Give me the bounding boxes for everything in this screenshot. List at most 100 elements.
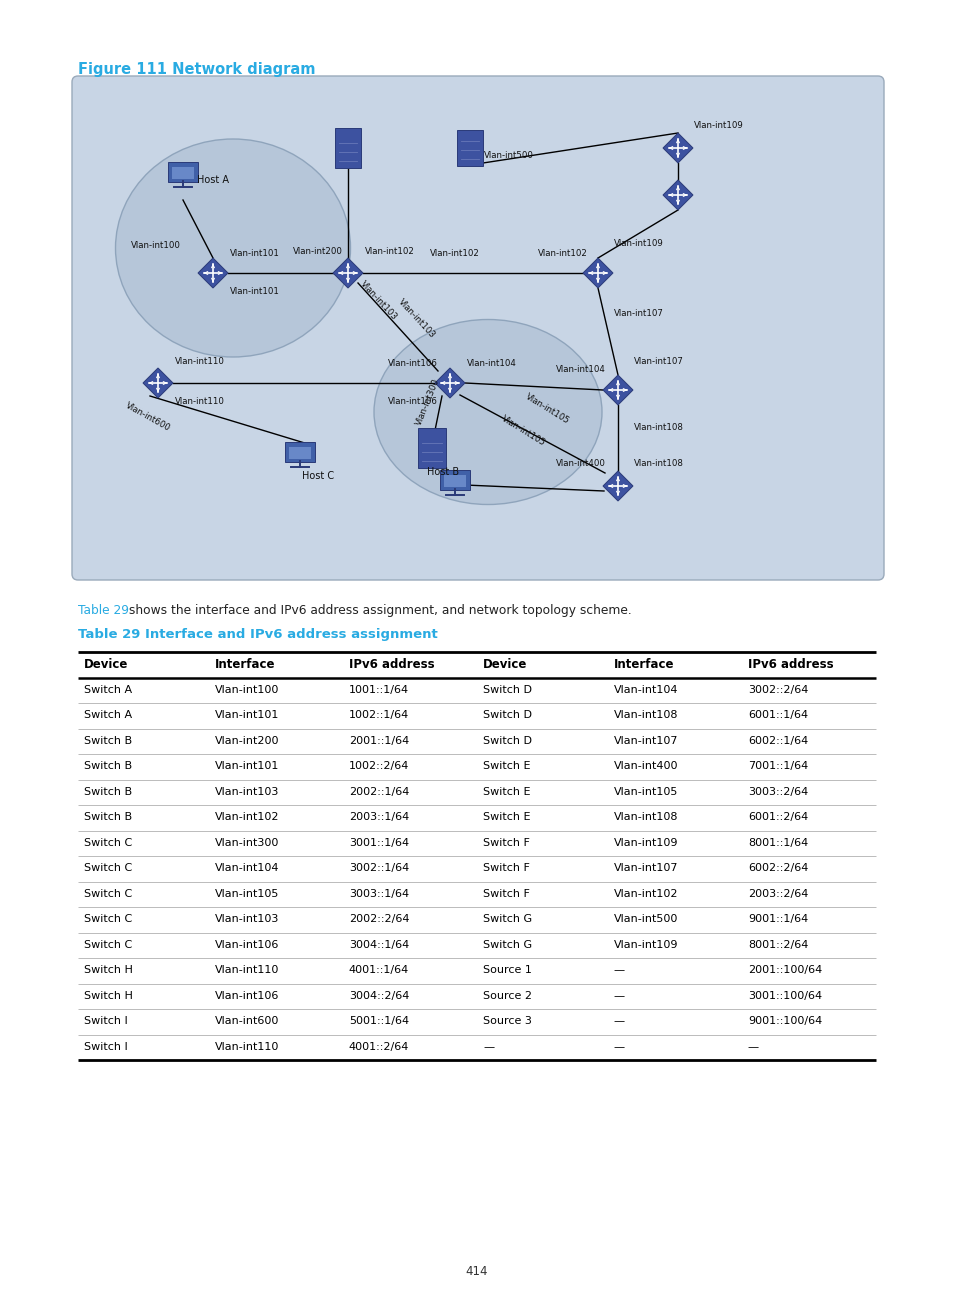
Text: Switch H: Switch H xyxy=(84,966,132,976)
Bar xyxy=(78,702,875,728)
Text: Source 3: Source 3 xyxy=(482,1016,532,1026)
Text: Vlan-int106: Vlan-int106 xyxy=(388,397,437,406)
Text: 3004::2/64: 3004::2/64 xyxy=(349,990,409,1001)
Text: Vlan-int103: Vlan-int103 xyxy=(214,787,278,797)
Text: 2001::100/64: 2001::100/64 xyxy=(747,966,821,976)
Text: Interface: Interface xyxy=(613,658,674,671)
Text: Switch D: Switch D xyxy=(482,710,532,721)
FancyBboxPatch shape xyxy=(289,447,311,459)
Text: 6001::1/64: 6001::1/64 xyxy=(747,710,807,721)
Text: Vlan-int102: Vlan-int102 xyxy=(613,889,678,898)
Text: 4001::1/64: 4001::1/64 xyxy=(349,966,409,976)
Text: 3004::1/64: 3004::1/64 xyxy=(349,940,409,950)
Text: 2002::1/64: 2002::1/64 xyxy=(349,787,409,797)
Text: 2002::2/64: 2002::2/64 xyxy=(349,914,409,924)
Text: Device: Device xyxy=(482,658,527,671)
Text: Vlan-int105: Vlan-int105 xyxy=(524,393,571,426)
Text: Switch I: Switch I xyxy=(84,1016,128,1026)
Text: Vlan-int102: Vlan-int102 xyxy=(214,813,278,822)
Text: Vlan-int200: Vlan-int200 xyxy=(293,246,342,255)
Bar xyxy=(78,1034,875,1060)
Text: —: — xyxy=(613,966,624,976)
Text: Vlan-int109: Vlan-int109 xyxy=(613,940,678,950)
Text: Switch C: Switch C xyxy=(84,940,132,950)
Text: 3001::1/64: 3001::1/64 xyxy=(349,837,409,848)
Text: Vlan-int100: Vlan-int100 xyxy=(214,684,278,695)
Text: Vlan-int107: Vlan-int107 xyxy=(613,863,678,874)
Text: Vlan-int106: Vlan-int106 xyxy=(214,990,278,1001)
Text: Vlan-int500: Vlan-int500 xyxy=(483,152,534,161)
Text: Vlan-int110: Vlan-int110 xyxy=(214,966,278,976)
Text: Switch C: Switch C xyxy=(84,914,132,924)
FancyBboxPatch shape xyxy=(444,476,465,487)
Text: Interface: Interface xyxy=(214,658,274,671)
Text: Switch B: Switch B xyxy=(84,736,132,745)
Text: Switch G: Switch G xyxy=(482,940,532,950)
Bar xyxy=(78,728,875,754)
Text: Vlan-int104: Vlan-int104 xyxy=(613,684,678,695)
Bar xyxy=(78,958,875,984)
Text: Switch E: Switch E xyxy=(482,787,530,797)
Ellipse shape xyxy=(115,139,350,356)
Polygon shape xyxy=(582,258,613,288)
Text: Vlan-int109: Vlan-int109 xyxy=(613,837,678,848)
Text: Switch C: Switch C xyxy=(84,889,132,898)
Text: Vlan-int101: Vlan-int101 xyxy=(214,761,278,771)
Text: Switch B: Switch B xyxy=(84,761,132,771)
Text: 8001::2/64: 8001::2/64 xyxy=(747,940,807,950)
Text: shows the interface and IPv6 address assignment, and network topology scheme.: shows the interface and IPv6 address ass… xyxy=(125,604,631,617)
Text: Vlan-int103: Vlan-int103 xyxy=(396,297,436,340)
Bar xyxy=(78,805,875,831)
Text: Switch G: Switch G xyxy=(482,914,532,924)
Bar xyxy=(78,855,875,881)
Text: Switch D: Switch D xyxy=(482,736,532,745)
Text: Vlan-int103: Vlan-int103 xyxy=(214,914,278,924)
Text: 3002::1/64: 3002::1/64 xyxy=(349,863,409,874)
Text: 6002::2/64: 6002::2/64 xyxy=(747,863,807,874)
Text: Vlan-int107: Vlan-int107 xyxy=(613,736,678,745)
Text: Source 2: Source 2 xyxy=(482,990,532,1001)
Text: Switch C: Switch C xyxy=(84,863,132,874)
FancyBboxPatch shape xyxy=(168,162,198,183)
FancyBboxPatch shape xyxy=(417,428,446,468)
Text: 5001::1/64: 5001::1/64 xyxy=(349,1016,409,1026)
Text: Vlan-int101: Vlan-int101 xyxy=(230,249,279,258)
Polygon shape xyxy=(662,133,692,163)
Text: 7001::1/64: 7001::1/64 xyxy=(747,761,807,771)
Polygon shape xyxy=(143,368,172,398)
Text: Vlan-int108: Vlan-int108 xyxy=(613,813,678,822)
Text: 3001::100/64: 3001::100/64 xyxy=(747,990,821,1001)
Text: Vlan-int300: Vlan-int300 xyxy=(214,837,278,848)
Text: Switch B: Switch B xyxy=(84,787,132,797)
Text: 9001::100/64: 9001::100/64 xyxy=(747,1016,821,1026)
Bar xyxy=(78,907,875,933)
Ellipse shape xyxy=(374,320,601,504)
Text: Vlan-int108: Vlan-int108 xyxy=(634,460,683,468)
Text: Vlan-int107: Vlan-int107 xyxy=(634,358,683,367)
Polygon shape xyxy=(662,180,692,210)
Text: 6002::1/64: 6002::1/64 xyxy=(747,736,807,745)
Text: 1002::2/64: 1002::2/64 xyxy=(349,761,409,771)
Polygon shape xyxy=(435,368,464,398)
Text: 2003::2/64: 2003::2/64 xyxy=(747,889,807,898)
Text: Vlan-int103: Vlan-int103 xyxy=(358,280,399,321)
Bar xyxy=(78,678,875,702)
Text: Vlan-int104: Vlan-int104 xyxy=(556,365,605,375)
Text: Vlan-int101: Vlan-int101 xyxy=(214,710,278,721)
Text: Vlan-int105: Vlan-int105 xyxy=(214,889,278,898)
Bar xyxy=(78,1010,875,1034)
Text: Vlan-int110: Vlan-int110 xyxy=(174,397,225,406)
Bar xyxy=(78,779,875,805)
Text: 3003::2/64: 3003::2/64 xyxy=(747,787,807,797)
Text: Switch B: Switch B xyxy=(84,813,132,822)
FancyBboxPatch shape xyxy=(439,470,470,490)
Text: Vlan-int109: Vlan-int109 xyxy=(614,238,663,248)
Text: Vlan-int107: Vlan-int107 xyxy=(614,308,663,318)
Text: Switch H: Switch H xyxy=(84,990,132,1001)
Text: Switch E: Switch E xyxy=(482,813,530,822)
Text: IPv6 address: IPv6 address xyxy=(747,658,833,671)
Text: Vlan-int106: Vlan-int106 xyxy=(388,359,437,368)
Text: Switch A: Switch A xyxy=(84,710,132,721)
Text: 6001::2/64: 6001::2/64 xyxy=(747,813,807,822)
Bar xyxy=(78,933,875,958)
